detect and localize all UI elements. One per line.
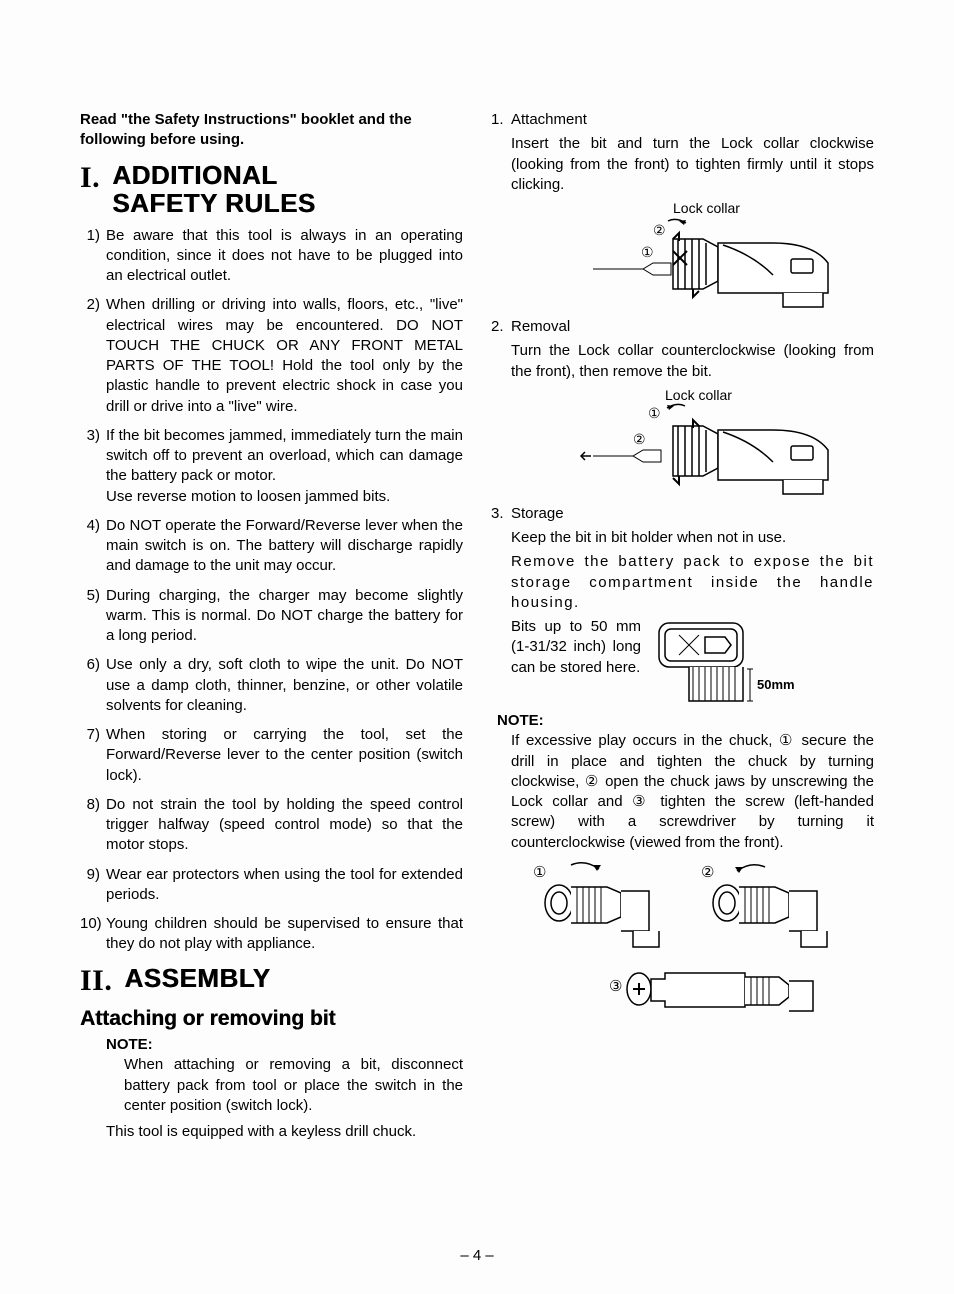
- figure-attachment: Lock collar ② ①: [533, 199, 833, 309]
- intro-text: Read "the Safety Instructions" booklet a…: [80, 110, 463, 151]
- figure-note-steps: ① ②: [513, 857, 853, 1037]
- figure-storage: 50mm: [649, 617, 799, 707]
- svg-text:①: ①: [641, 244, 654, 260]
- manual-page: Read "the Safety Instructions" booklet a…: [0, 0, 954, 1294]
- right-column: 1. Attachment Insert the bit and turn th…: [491, 110, 874, 1148]
- note-label: NOTE:: [106, 1036, 153, 1053]
- svg-text:②: ②: [653, 222, 666, 238]
- attachment-text: Insert the bit and turn the Lock collar …: [491, 134, 874, 195]
- note2-label: NOTE:: [497, 712, 544, 729]
- safety-rules-list: 1)Be aware that this tool is always in a…: [80, 226, 463, 955]
- svg-text:②: ②: [701, 864, 714, 881]
- svg-text:③: ③: [609, 978, 622, 995]
- keyless-text: This tool is equipped with a keyless dri…: [80, 1122, 463, 1142]
- removal-text: Turn the Lock collar counterclockwise (l…: [491, 341, 874, 382]
- section-1-heading: I. ADDITIONALSAFETY RULES: [80, 161, 463, 218]
- note2-text: If excessive play occurs in the chuck, ①…: [491, 731, 874, 853]
- section-2-heading: II. ASSEMBLY: [80, 964, 463, 997]
- svg-text:①: ①: [533, 864, 546, 881]
- svg-text:Lock collar: Lock collar: [673, 200, 740, 216]
- left-column: Read "the Safety Instructions" booklet a…: [80, 110, 463, 1148]
- section-2-subtitle: Attaching or removing bit: [80, 1005, 463, 1033]
- svg-text:Lock collar: Lock collar: [665, 387, 732, 403]
- page-number: – 4 –: [0, 1247, 954, 1264]
- svg-text:①: ①: [648, 405, 661, 421]
- svg-text:50mm: 50mm: [757, 677, 795, 692]
- svg-text:②: ②: [633, 431, 646, 447]
- figure-removal: Lock collar ① ②: [533, 386, 833, 496]
- note-text: When attaching or removing a bit, discon…: [106, 1055, 463, 1116]
